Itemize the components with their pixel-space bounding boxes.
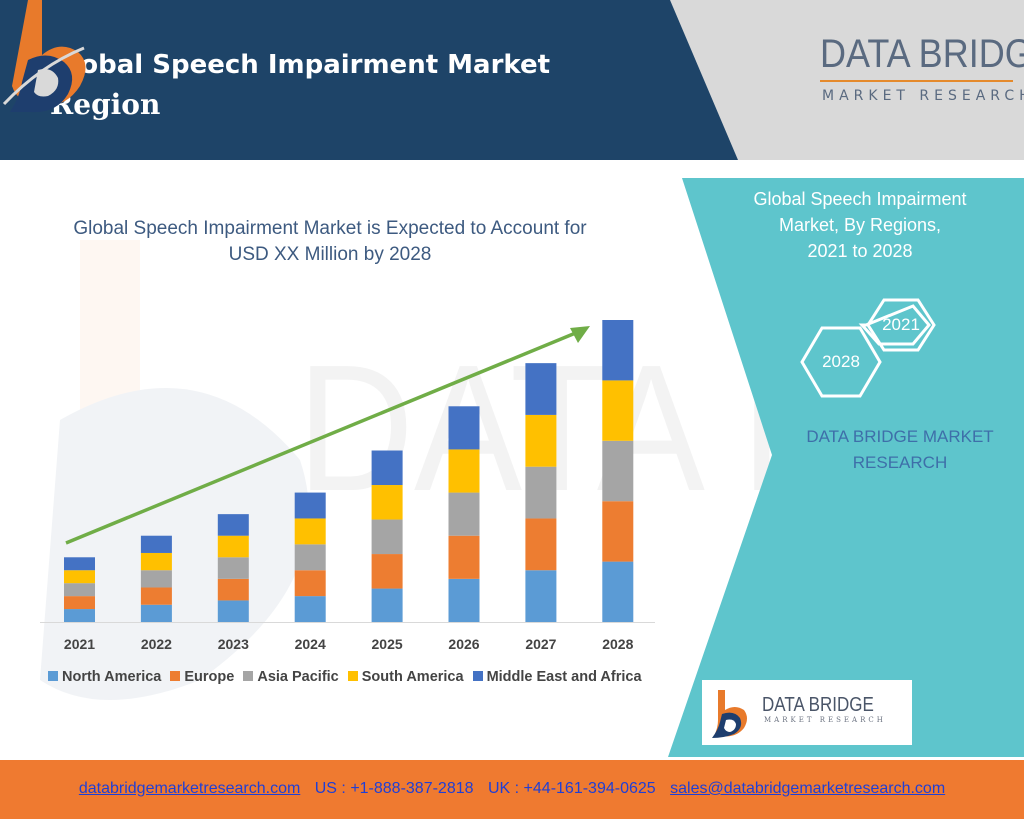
bar-segment-2027-0 <box>525 570 557 622</box>
x-tick-label: 2024 <box>294 636 326 652</box>
website-link[interactable]: databridgemarketresearch.com <box>78 780 301 797</box>
legend-label: South America <box>361 669 464 685</box>
x-tick-label: 2022 <box>140 636 172 652</box>
legend-swatch <box>472 671 483 681</box>
chart-title: Global Speech Impairment Market is Expec… <box>40 216 620 268</box>
bar-segment-2022-1 <box>140 587 172 605</box>
legend-label: North America <box>62 669 162 685</box>
panel-brand-line2: RESEARCH <box>852 453 948 472</box>
legend-label: Asia Pacific <box>257 669 339 685</box>
trend-arrow-line <box>65 330 579 545</box>
bar-segment-2022-2 <box>140 570 172 588</box>
hexagon-2021-outline-icon <box>866 298 936 352</box>
legend-swatch <box>243 671 254 681</box>
bar-segment-2021-3 <box>64 570 95 584</box>
panel-title: Global Speech Impairment Market, By Regi… <box>735 186 985 264</box>
uk-phone: UK : +44-161-394-0625 <box>487 780 656 797</box>
x-tick-label: 2026 <box>448 636 480 652</box>
hex-label-2021: 2021 <box>882 315 920 334</box>
page-title: Global Speech Impairment Market <box>50 50 551 80</box>
x-tick-label: 2021 <box>63 636 96 652</box>
bottom-logo-brand: DATA BRIDGE <box>762 694 874 716</box>
panel-brand-line1: DATA BRIDGE MARKET <box>806 427 994 446</box>
footer-contact: databridgemarketresearch.com US : +1-888… <box>0 780 1024 798</box>
bar-segment-2025-0 <box>371 588 403 622</box>
bar-segment-2023-1 <box>217 578 249 601</box>
bar-segment-2026-1 <box>448 535 480 579</box>
x-tick-label: 2027 <box>525 636 557 652</box>
bar-segment-2021-0 <box>64 609 95 622</box>
panel-title-line3: 2021 to 2028 <box>807 241 913 261</box>
legend-label: Europe <box>184 669 235 685</box>
bar-segment-2025-3 <box>371 485 403 520</box>
chart-legend: North America Europe Asia Pacific South Ame… <box>48 669 651 685</box>
bar-segment-2025-4 <box>371 450 403 486</box>
bottom-logo-tagline: MARKET RESEARCH <box>764 716 886 724</box>
us-phone: US : +1-888-387-2818 <box>314 780 474 797</box>
bar-segment-2023-0 <box>217 600 249 622</box>
chart-title-line2: USD XX Million by 2028 <box>228 244 432 265</box>
x-tick-label: 2023 <box>217 636 249 652</box>
footer-bar: databridgemarketresearch.com US : +1-888… <box>0 760 1024 819</box>
bar-segment-2022-0 <box>140 604 172 622</box>
bar-segment-2024-1 <box>294 570 326 597</box>
legend-item: Europe <box>170 669 234 685</box>
data-bridge-logo-icon <box>2 0 86 113</box>
trend-arrow-head-icon <box>570 326 590 343</box>
bar-segment-2022-3 <box>140 552 172 571</box>
bar-segment-2028-2 <box>602 440 634 502</box>
hex-label-2028: 2028 <box>822 352 860 371</box>
bar-segment-2024-0 <box>294 596 326 622</box>
email-link[interactable]: sales@databridgemarketresearch.com <box>670 780 946 797</box>
hexagon-2021-icon <box>858 304 931 346</box>
bar-segment-2023-3 <box>217 535 249 558</box>
hexagon-2028-icon <box>800 326 882 398</box>
bar-segment-2027-4 <box>525 363 557 415</box>
bar-segment-2021-2 <box>64 583 95 597</box>
bar-segment-2027-2 <box>525 466 557 519</box>
legend-swatch <box>347 671 358 681</box>
bar-segment-2023-2 <box>217 557 249 579</box>
bar-segment-2026-0 <box>448 578 480 622</box>
panel-brand: DATA BRIDGE MARKET RESEARCH <box>790 424 1010 476</box>
bar-segment-2021-1 <box>64 596 95 610</box>
panel-title-line1: Global Speech Impairment <box>753 189 967 209</box>
bar-segment-2026-2 <box>448 492 480 536</box>
teal-panel-shape <box>668 178 1024 757</box>
panel-title-line2: Market, By Regions, <box>778 215 942 235</box>
x-tick-label: 2028 <box>602 636 634 652</box>
bar-segment-2028-0 <box>602 561 634 622</box>
bar-segment-2027-3 <box>525 414 557 467</box>
bar-segment-2024-3 <box>294 518 326 545</box>
legend-swatch <box>48 671 58 681</box>
legend-item: North America <box>48 669 161 685</box>
legend-item: South America <box>347 669 464 685</box>
legend-item: Middle East and Africa <box>472 669 642 685</box>
header-banner: Global Speech Impairment Market Region D… <box>0 0 1024 160</box>
bottom-logo-mark-icon <box>712 690 747 738</box>
bar-segment-2026-4 <box>448 406 480 450</box>
bar-segment-2027-1 <box>525 518 557 571</box>
bar-segment-2024-2 <box>294 544 326 571</box>
bar-segment-2021-4 <box>64 557 95 571</box>
bar-segment-2024-4 <box>294 492 326 519</box>
chart-title-line1: Global Speech Impairment Market is Expec… <box>73 218 587 239</box>
legend-label: Middle East and Africa <box>486 669 642 685</box>
bar-segment-2028-3 <box>602 380 634 441</box>
brand-tagline: MARKET RESEARCH <box>822 88 1024 104</box>
brand-name: DATA BRIDGE <box>820 32 1024 76</box>
bar-segment-2025-2 <box>371 519 403 555</box>
bar-segment-2022-4 <box>140 535 172 553</box>
bar-segment-2028-1 <box>602 501 634 562</box>
bar-segment-2025-1 <box>371 554 403 589</box>
x-tick-label: 2025 <box>371 636 403 652</box>
bar-segment-2026-3 <box>448 449 480 493</box>
stacked-bar-chart <box>40 320 655 623</box>
legend-swatch <box>170 671 181 681</box>
bar-segment-2028-4 <box>602 320 634 381</box>
brand-divider <box>820 80 1013 82</box>
legend-item: Asia Pacific <box>243 669 339 685</box>
bar-segment-2023-4 <box>217 514 249 536</box>
